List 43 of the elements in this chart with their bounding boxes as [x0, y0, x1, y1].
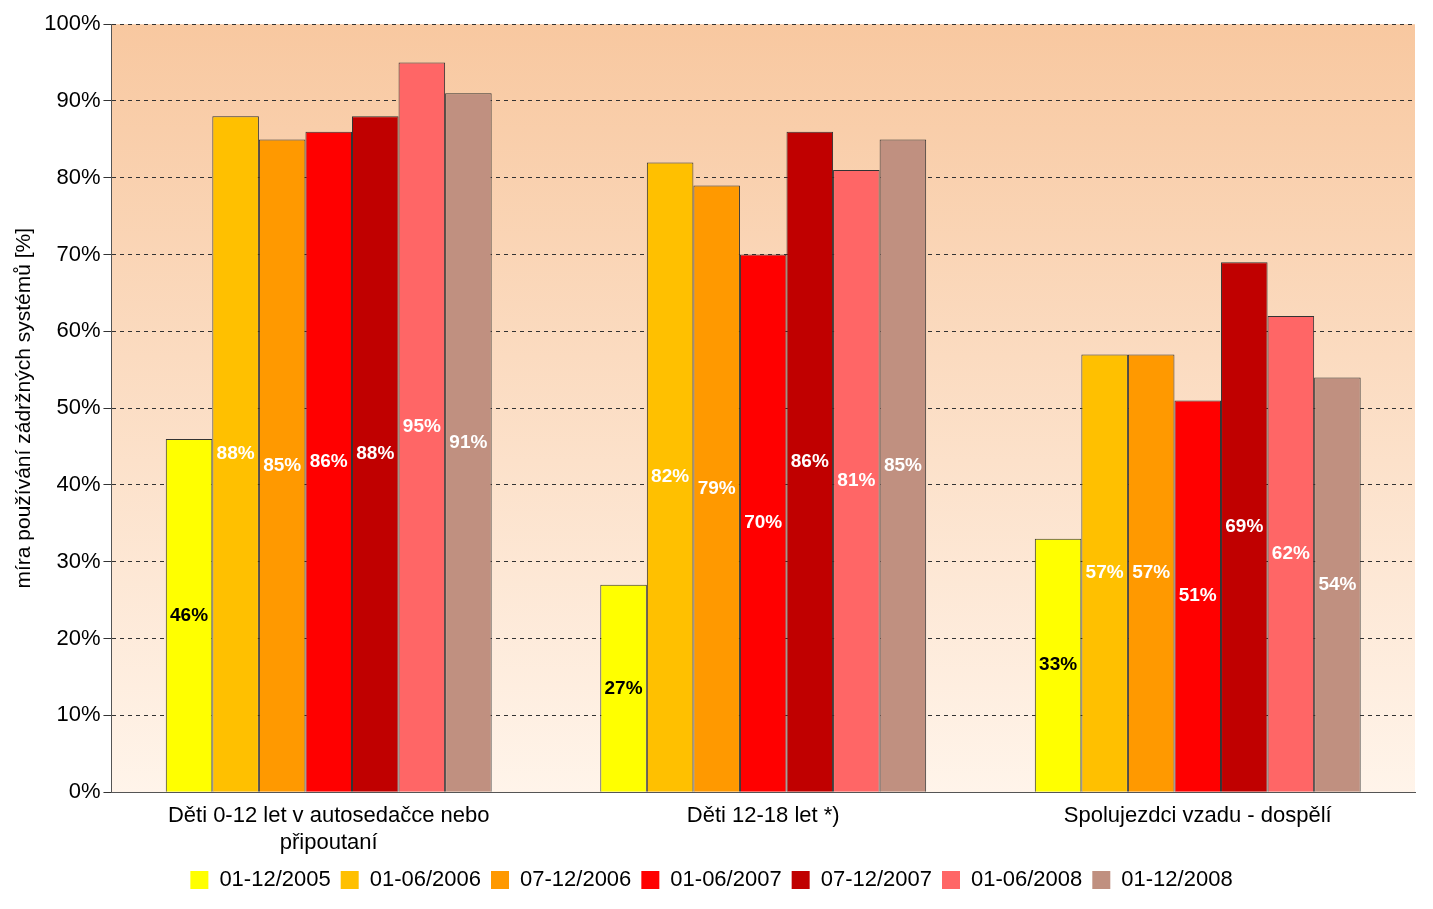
y-tick-label: 60% [56, 317, 101, 343]
data-label: 27% [604, 676, 643, 698]
data-label: 95% [402, 415, 441, 437]
x-tick-label: Děti 12-18 let *) [686, 802, 840, 828]
y-tick-label: 50% [56, 394, 101, 420]
data-label: 57% [1085, 561, 1124, 583]
data-label: 86% [790, 449, 829, 471]
data-label: 86% [309, 449, 348, 471]
data-label: 69% [1225, 515, 1264, 537]
legend-label: 01-06/2006 [369, 866, 482, 892]
data-label: 46% [170, 603, 209, 625]
x-tick-label: Spolujezdci vzadu - dospělí [1063, 802, 1332, 828]
y-tick-label: 30% [56, 547, 101, 573]
data-label: 85% [263, 453, 302, 475]
legend-label: 07-12/2007 [820, 866, 932, 892]
data-label: 62% [1271, 542, 1310, 564]
legend-label: 01-06/2008 [970, 866, 1083, 892]
y-tick-label: 0% [68, 778, 101, 804]
y-tick-label: 100% [44, 10, 101, 36]
y-tick-label: 70% [56, 240, 101, 266]
data-label: 54% [1318, 572, 1357, 594]
legend-label: 01-12/2005 [219, 866, 331, 892]
data-label: 88% [356, 442, 395, 464]
y-tick-label: 90% [56, 87, 101, 113]
data-label: 33% [1039, 653, 1078, 675]
data-label: 57% [1132, 561, 1171, 583]
data-label: 79% [697, 476, 736, 498]
data-label: 81% [837, 469, 876, 491]
data-label: 82% [651, 465, 690, 487]
y-tick-label: 10% [56, 701, 101, 727]
data-label: 51% [1178, 584, 1217, 606]
y-tick-label: 40% [56, 471, 101, 497]
legend-label: 01-12/2008 [1121, 866, 1233, 892]
y-tick-label: 80% [56, 163, 101, 189]
data-label: 88% [216, 442, 255, 464]
x-tick-label: Děti 0-12 let v autosedačce nebo připoutaní [167, 802, 490, 854]
y-tick-label: 20% [56, 624, 101, 650]
data-label: 85% [883, 453, 923, 475]
data-label: 91% [449, 430, 488, 452]
legend-label: 01-06/2007 [670, 866, 782, 892]
y-axis-title: míra používání zádržných systémů [%] [11, 227, 35, 589]
data-label: 70% [744, 511, 783, 533]
legend-label: 07-12/2006 [520, 866, 632, 892]
